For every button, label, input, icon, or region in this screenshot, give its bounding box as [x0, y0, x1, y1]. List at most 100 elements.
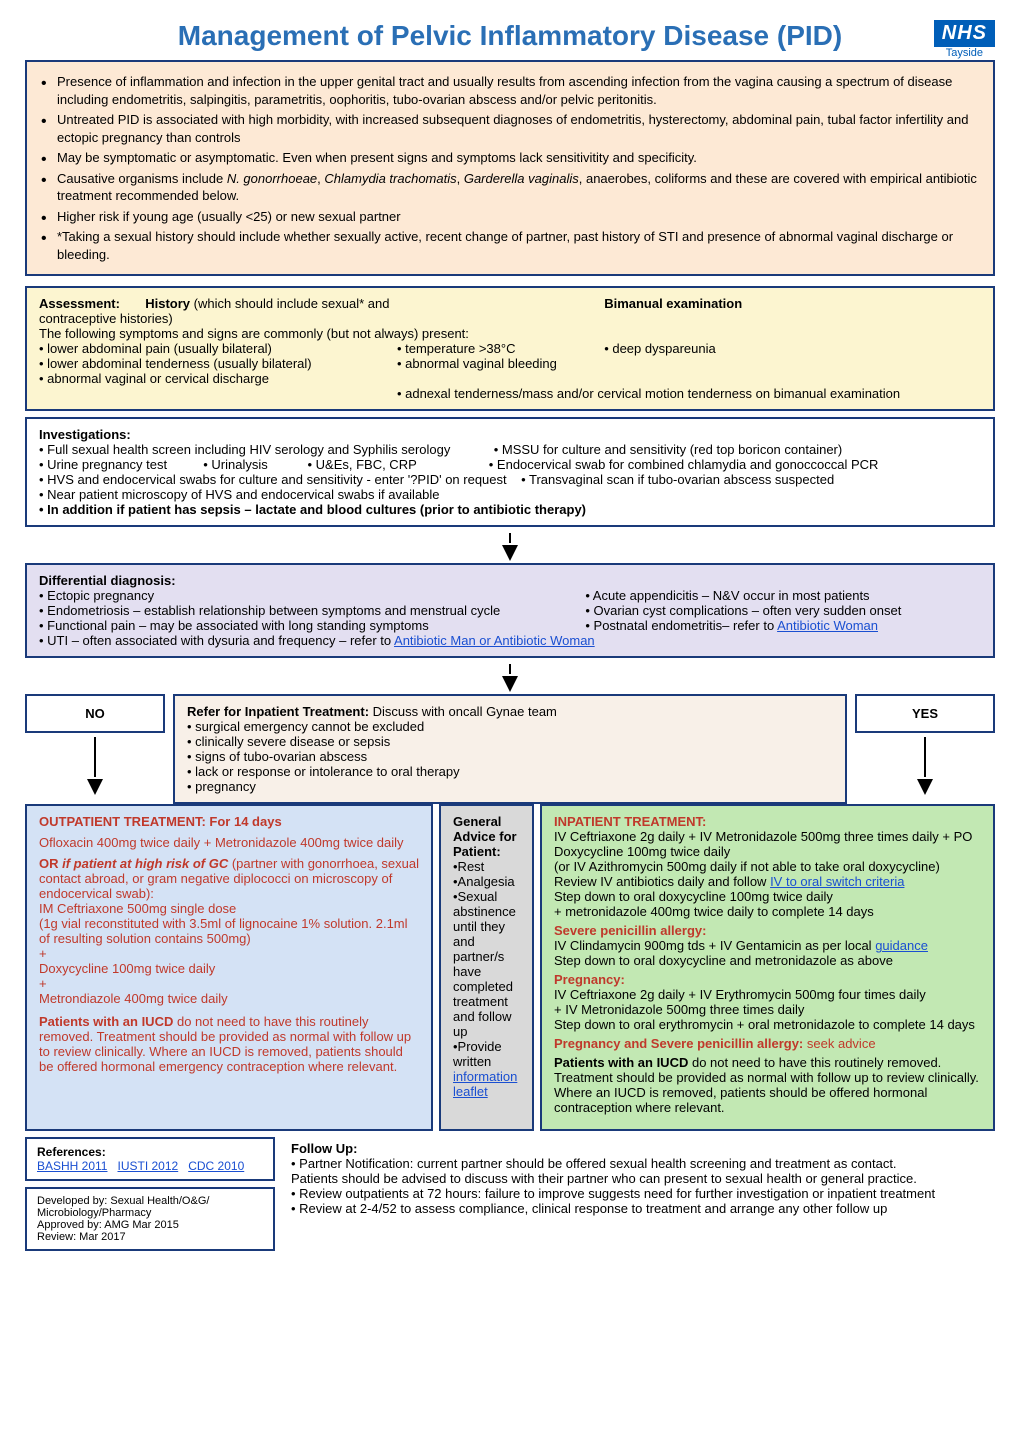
out-line: Ofloxacin 400mg twice daily + Metronidaz…: [39, 835, 419, 850]
references-box: References: BASHH 2011 IUSTI 2012 CDC 20…: [25, 1137, 275, 1181]
guidance-link[interactable]: guidance: [875, 938, 928, 953]
outpatient-box: OUTPATIENT TREATMENT: For 14 days Ofloxa…: [25, 804, 433, 1131]
symptom: • adnexal tenderness/mass and/or cervica…: [397, 386, 981, 401]
inpatient-box: INPATIENT TREATMENT: IV Ceftriaxone 2g d…: [540, 804, 995, 1131]
dev-line: Approved by: AMG Mar 2015: [37, 1219, 263, 1231]
investigations-box: Investigations: • Full sexual health scr…: [25, 417, 995, 527]
out-line: Metrondiazole 400mg twice daily: [39, 991, 419, 1006]
symptom: • abnormal vaginal or cervical discharge: [39, 371, 397, 386]
in-line: Step down to oral doxycycline and metron…: [554, 953, 981, 968]
arrow-icon: [917, 779, 933, 795]
footer-row: References: BASHH 2011 IUSTI 2012 CDC 20…: [25, 1137, 995, 1251]
diff-item: • Acute appendicitis – N&V occur in most…: [585, 588, 981, 603]
in-line: IV Clindamycin 900mg tds + IV Gentamicin…: [554, 938, 981, 953]
inv-line: • HVS and endocervical swabs for culture…: [39, 472, 981, 487]
refer-item: • signs of tubo-ovarian abscess: [187, 749, 833, 764]
preg-pen: Pregnancy and Severe penicillin allergy:…: [554, 1036, 981, 1051]
followup-box: Follow Up: • Partner Notification: curre…: [283, 1137, 995, 1251]
differential-label: Differential diagnosis:: [39, 573, 176, 588]
advice-title: General Advice for Patient:: [453, 814, 517, 859]
decision-row: NO Refer for Inpatient Treatment: Discus…: [25, 694, 995, 804]
intro-item: May be symptomatic or asymptomatic. Even…: [57, 149, 981, 167]
header: Management of Pelvic Inflammatory Diseas…: [25, 20, 995, 52]
in-line: + metronidazole 400mg twice daily to com…: [554, 904, 981, 919]
out-line: (1g vial reconstituted with 3.5ml of lig…: [39, 916, 419, 946]
refer-box: Refer for Inpatient Treatment: Discuss w…: [173, 694, 847, 804]
followup-label: Follow Up:: [291, 1141, 357, 1156]
ref-link[interactable]: BASHH 2011: [37, 1159, 107, 1173]
arrow-icon: [502, 676, 518, 692]
refer-item: • surgical emergency cannot be excluded: [187, 719, 833, 734]
refer-item: • lack or response or intolerance to ora…: [187, 764, 833, 779]
symptom: • temperature >38°C: [397, 341, 604, 356]
treatment-row: OUTPATIENT TREATMENT: For 14 days Ofloxa…: [25, 804, 995, 1131]
diff-item: • Functional pain – may be associated wi…: [39, 618, 585, 633]
advice-item: •Rest: [453, 859, 520, 874]
ref-link[interactable]: CDC 2010: [188, 1159, 244, 1173]
ref-link[interactable]: IUSTI 2012: [118, 1159, 179, 1173]
diff-item: • Postnatal endometritis– refer to Antib…: [585, 618, 981, 633]
logo-main: NHS: [934, 20, 995, 47]
in-iucd: Patients with an IUCD do not need to hav…: [554, 1055, 981, 1115]
assessment-label: Assessment:: [39, 296, 120, 311]
page: Management of Pelvic Inflammatory Diseas…: [0, 0, 1020, 1271]
no-label: NO: [25, 694, 165, 733]
refer-title: Refer for Inpatient Treatment:: [187, 704, 369, 719]
arrow-icon: [87, 779, 103, 795]
nhs-logo: NHS Tayside: [934, 20, 995, 59]
fu-item: • Review at 2-4/52 to assess compliance,…: [291, 1201, 987, 1216]
symptom: • lower abdominal pain (usually bilatera…: [39, 341, 397, 356]
fu-item: Patients should be advised to discuss wi…: [291, 1171, 987, 1186]
out-line: Doxycycline 100mg twice daily: [39, 961, 419, 976]
inv-line: • Near patient microscopy of HVS and end…: [39, 487, 981, 502]
in-line: Step down to oral doxycycline 100mg twic…: [554, 889, 981, 904]
in-line: IV Ceftriaxone 2g daily + IV Metronidazo…: [554, 829, 981, 859]
intro-item: Presence of inflammation and infection i…: [57, 73, 981, 108]
intro-list: Presence of inflammation and infection i…: [39, 73, 981, 263]
inpatient-title: INPATIENT TREATMENT:: [554, 814, 706, 829]
yes-label: YES: [855, 694, 995, 733]
symptom: • deep dyspareunia: [604, 341, 981, 356]
differential-box: Differential diagnosis: • Ectopic pregna…: [25, 563, 995, 658]
advice-item: •Sexual abstinence until they and partne…: [453, 889, 520, 1039]
diff-item: • Endometriosis – establish relationship…: [39, 603, 585, 618]
page-title: Management of Pelvic Inflammatory Diseas…: [25, 20, 995, 52]
intro-box: Presence of inflammation and infection i…: [25, 60, 995, 276]
intro-item: Causative organisms include N. gonorrhoe…: [57, 170, 981, 205]
advice-item: •Provide written information leaflet: [453, 1039, 520, 1099]
intro-item: *Taking a sexual history should include …: [57, 228, 981, 263]
fu-item: • Review outpatients at 72 hours: failur…: [291, 1186, 987, 1201]
fu-item: • Partner Notification: current partner …: [291, 1156, 987, 1171]
symptoms-intro: The following symptoms and signs are com…: [39, 326, 981, 341]
in-line: Step down to oral erythromycin + oral me…: [554, 1017, 981, 1032]
diff-item: • Ectopic pregnancy: [39, 588, 585, 603]
dev-line: Review: Mar 2017: [37, 1231, 263, 1243]
out-line: +: [39, 976, 419, 991]
out-line: +: [39, 946, 419, 961]
refer-item: • clinically severe disease or sepsis: [187, 734, 833, 749]
advice-item: •Analgesia: [453, 874, 520, 889]
iv-switch-link[interactable]: IV to oral switch criteria: [770, 874, 904, 889]
logo-sub: Tayside: [934, 47, 995, 59]
in-line: (or IV Azithromycin 500mg daily if not a…: [554, 859, 981, 874]
inv-line: • Full sexual health screen including HI…: [39, 442, 981, 457]
inv-line: • Urine pregnancy test • Urinalysis • U&…: [39, 457, 981, 472]
outpatient-title: OUTPATIENT TREATMENT: For 14 days: [39, 814, 282, 829]
diff-item: • UTI – often associated with dysuria an…: [39, 633, 981, 648]
dev-line: Developed by: Sexual Health/O&G/: [37, 1195, 263, 1207]
antibiotic-man-woman-link[interactable]: Antibiotic Man or Antibiotic Woman: [394, 633, 595, 648]
preg-title: Pregnancy:: [554, 972, 625, 987]
refer-item: • pregnancy: [187, 779, 833, 794]
symptom: • lower abdominal tenderness (usually bi…: [39, 356, 397, 371]
intro-item: Higher risk if young age (usually <25) o…: [57, 208, 981, 226]
in-line: IV Ceftriaxone 2g daily + IV Erythromyci…: [554, 987, 981, 1002]
references-label: References:: [37, 1145, 106, 1159]
refer-rest: Discuss with oncall Gynae team: [369, 704, 557, 719]
out-or: OR if patient at high risk of GC (partne…: [39, 856, 419, 901]
history-label: History: [145, 296, 190, 311]
inv-bold: • In addition if patient has sepsis – la…: [39, 502, 586, 517]
dev-line: Microbiology/Pharmacy: [37, 1207, 263, 1219]
info-leaflet-link[interactable]: information leaflet: [453, 1069, 517, 1099]
antibiotic-woman-link[interactable]: Antibiotic Woman: [777, 618, 878, 633]
advice-box: General Advice for Patient: •Rest •Analg…: [439, 804, 534, 1131]
